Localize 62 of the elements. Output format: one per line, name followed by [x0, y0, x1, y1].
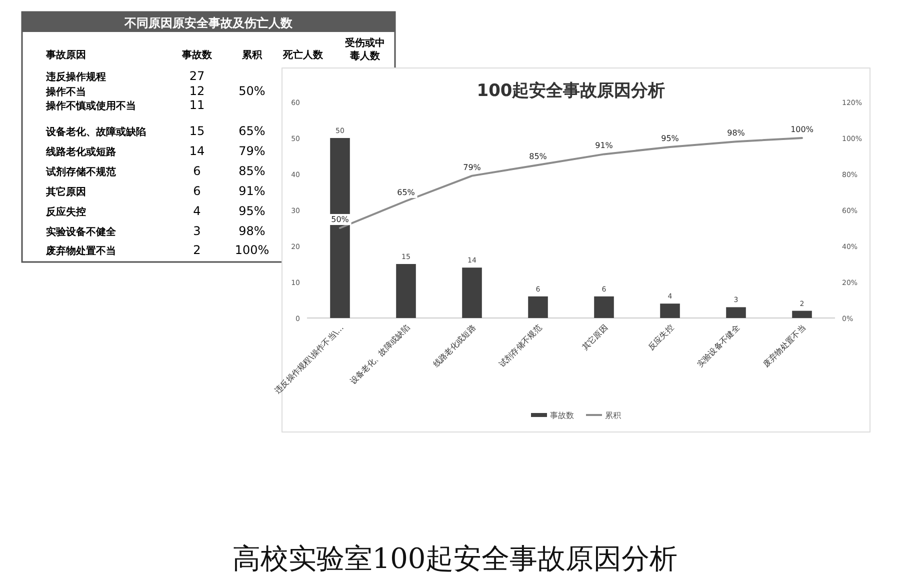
- series-label: 事故数: [181, 49, 213, 61]
- data-label: 15: [189, 124, 205, 138]
- data-label: 50%: [331, 215, 350, 224]
- data-label: 98%: [727, 128, 746, 138]
- data-label: 79%: [238, 144, 266, 158]
- data-label: 85%: [238, 164, 266, 178]
- bar: [528, 296, 548, 318]
- category-label: 试剂存储不规范: [45, 166, 117, 178]
- category-label: 实验设备不健全: [46, 226, 117, 238]
- data-label: 95%: [661, 134, 680, 143]
- bar: [396, 264, 416, 318]
- data-label: 65%: [397, 188, 416, 197]
- data-label: 85%: [529, 152, 548, 161]
- x-tick-label: 线路老化或短路: [431, 323, 478, 370]
- text: 死亡人数: [282, 49, 324, 61]
- text: 高校实验室100起安全事故原因分析: [232, 542, 678, 575]
- category-label: 操作不慎或使用不当: [45, 100, 136, 112]
- bar: [462, 268, 482, 318]
- category-label: 废弃物处置不当: [45, 245, 116, 257]
- x-tick-label: 试剂存储不规范: [497, 323, 544, 370]
- bar: [726, 307, 746, 318]
- data-label: 100%: [234, 243, 270, 257]
- data-label: 95%: [238, 204, 266, 218]
- x-tick-label: 违反操作规程\操作不当\…: [273, 323, 346, 396]
- x-tick-label: 实验设备不健全: [695, 323, 742, 370]
- data-label: 27: [189, 69, 205, 83]
- x-tick-label: 废弃物处置不当: [761, 323, 808, 370]
- data-label: 3: [193, 224, 201, 238]
- legend-label: 事故数: [550, 411, 574, 420]
- bar: [792, 310, 812, 318]
- data-label: 98%: [238, 224, 266, 238]
- category-label: 其它原因: [45, 186, 86, 198]
- x-tick-label: 设备老化、故障或缺陷: [348, 323, 412, 386]
- data-label: 50%: [238, 84, 266, 98]
- data-label: 91%: [595, 141, 614, 150]
- bar: [660, 304, 680, 318]
- category-label: 线路老化或短路: [45, 146, 116, 158]
- data-label: 100%: [790, 125, 814, 134]
- category-label: 违反操作规程: [45, 71, 106, 83]
- legend-label: 累积: [605, 411, 621, 420]
- text: 累积: [241, 49, 263, 61]
- text: 受伤或中毒人数: [344, 37, 385, 62]
- data-label: 6: [193, 184, 201, 198]
- text: 不同原因原安全事故及伤亡人数: [124, 16, 294, 30]
- x-tick-label: 其它原因: [580, 323, 610, 352]
- data-label: 6: [193, 164, 201, 178]
- data-label: 2: [193, 243, 201, 257]
- data-label: 11: [189, 98, 205, 112]
- bar: [594, 296, 614, 318]
- bar: [330, 138, 350, 318]
- data-label: 4: [193, 204, 201, 218]
- data-label: 14: [189, 144, 205, 158]
- data-label: 91%: [238, 184, 266, 198]
- category-label: 反应失控: [45, 206, 86, 218]
- category-label: 设备老化、故障或缺陷: [45, 126, 146, 138]
- category-label: 操作不当: [45, 86, 86, 98]
- chart-title: 100起安全事故原因分析: [476, 81, 666, 101]
- data-label: 12: [189, 84, 205, 98]
- data-label: 79%: [463, 162, 482, 172]
- text: 事故原因: [45, 49, 86, 61]
- data-label: 65%: [238, 124, 266, 138]
- x-tick-label: 反应失控: [646, 323, 676, 352]
